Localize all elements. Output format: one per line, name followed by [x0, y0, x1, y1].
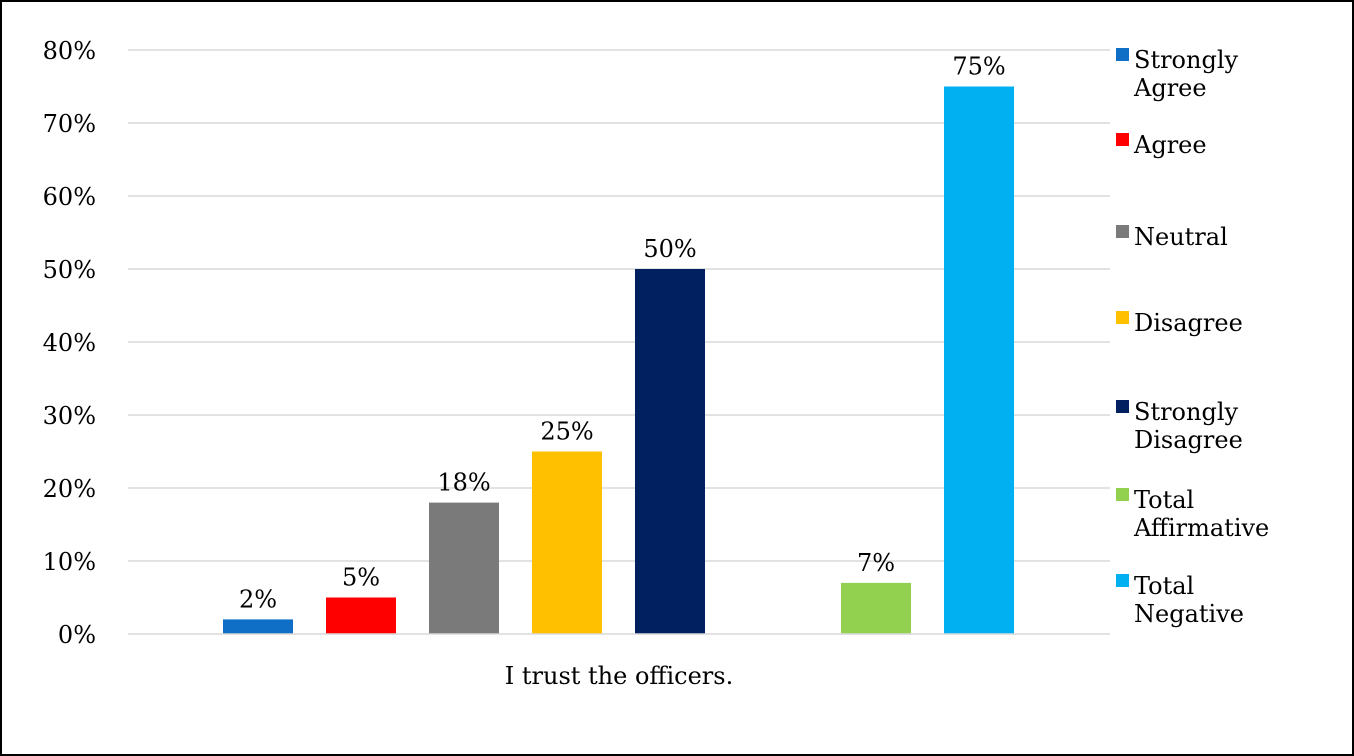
y-tick-label: 0%	[58, 621, 96, 649]
data-label: 18%	[437, 469, 490, 497]
legend-swatch	[1116, 48, 1129, 61]
bar-strongly-disagree	[635, 269, 705, 634]
x-axis-category-label: I trust the officers.	[505, 662, 733, 690]
legend-label: Disagree	[1134, 309, 1243, 337]
bar-strongly-agree	[223, 619, 293, 634]
y-tick-label: 50%	[43, 256, 96, 284]
data-label: 75%	[952, 53, 1005, 81]
legend-label: Neutral	[1134, 223, 1228, 251]
data-label: 5%	[342, 564, 380, 592]
y-tick-label: 70%	[43, 110, 96, 138]
legend: Strongly Agree Agree Neutral Disagree Strongl…	[1116, 46, 1269, 628]
y-axis-tick-labels: 0% 10% 20% 30% 40% 50% 60% 70% 80%	[43, 37, 96, 649]
legend-label: Total Negative	[1134, 572, 1244, 628]
legend-label: Total Affirmative	[1133, 486, 1269, 542]
bar-neutral	[429, 502, 499, 634]
legend-swatch	[1116, 400, 1129, 413]
legend-swatch	[1116, 311, 1129, 324]
data-labels: 2% 5% 18% 25% 50% 7% 75%	[239, 53, 1006, 614]
legend-swatch	[1116, 574, 1129, 587]
bar-agree	[326, 597, 396, 634]
data-label: 2%	[239, 585, 277, 613]
data-label: 7%	[857, 549, 895, 577]
data-label: 25%	[540, 418, 593, 446]
y-tick-label: 40%	[43, 329, 96, 357]
legend-swatch	[1116, 133, 1129, 146]
y-tick-label: 10%	[43, 548, 96, 576]
bars	[223, 86, 1014, 634]
bar-total-affirmative	[841, 582, 911, 634]
y-tick-label: 60%	[43, 183, 96, 211]
bar-disagree	[532, 451, 602, 634]
data-label: 50%	[643, 235, 696, 263]
legend-label: Agree	[1133, 131, 1207, 159]
y-tick-label: 80%	[43, 37, 96, 65]
bar-total-negative	[944, 86, 1014, 634]
legend-label: Strongly Agree	[1133, 46, 1239, 102]
legend-swatch	[1116, 488, 1129, 501]
y-tick-label: 30%	[43, 402, 96, 430]
legend-label: Strongly Disagree	[1134, 398, 1243, 454]
legend-swatch	[1116, 225, 1129, 238]
y-tick-label: 20%	[43, 475, 96, 503]
